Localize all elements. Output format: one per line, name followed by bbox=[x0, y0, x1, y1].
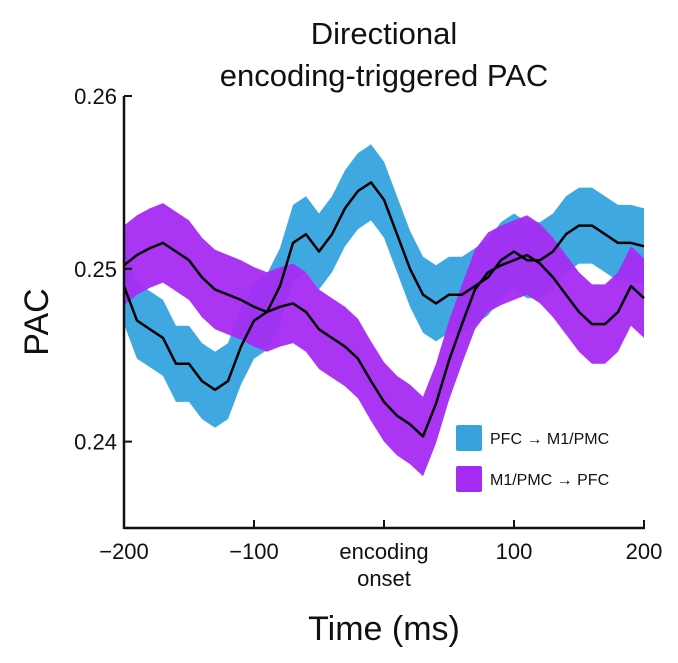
legend-swatch-m1pmc-to-pfc bbox=[456, 466, 482, 492]
x-tick-label-2: encoding bbox=[339, 539, 428, 564]
x-tick-label-1: −100 bbox=[229, 539, 279, 564]
legend-swatch-pfc-to-m1pmc bbox=[456, 425, 482, 451]
chart-title-line-2: encoding-triggered PAC bbox=[219, 58, 549, 93]
y-tick-label-0: 0.24 bbox=[74, 430, 117, 455]
y-tick-label-1: 0.25 bbox=[74, 257, 117, 282]
y-axis-title: PAC bbox=[18, 288, 56, 355]
x-tick-label-3: 100 bbox=[496, 539, 533, 564]
series-line-1 bbox=[123, 241, 645, 438]
confidence-bands bbox=[124, 144, 644, 477]
legend-label-pfc-to-m1pmc: PFC → M1/PMC bbox=[490, 431, 609, 448]
legend: PFC → M1/PMC M1/PMC → PFC bbox=[456, 425, 609, 492]
series-band-0 bbox=[124, 144, 644, 428]
series-line-0 bbox=[122, 181, 645, 392]
series-band-1 bbox=[124, 203, 644, 477]
x-tick-label-4: 200 bbox=[626, 539, 663, 564]
mean-lines bbox=[122, 181, 645, 438]
chart-title-line-1: Directional bbox=[310, 16, 458, 51]
y-tick-label-2: 0.26 bbox=[74, 84, 117, 109]
x-tick-label-2-line2: onset bbox=[357, 566, 411, 591]
x-axis-title: Time (ms) bbox=[308, 610, 460, 648]
x-tick-label-0: −200 bbox=[99, 539, 149, 564]
legend-label-m1pmc-to-pfc: M1/PMC → PFC bbox=[490, 472, 609, 489]
